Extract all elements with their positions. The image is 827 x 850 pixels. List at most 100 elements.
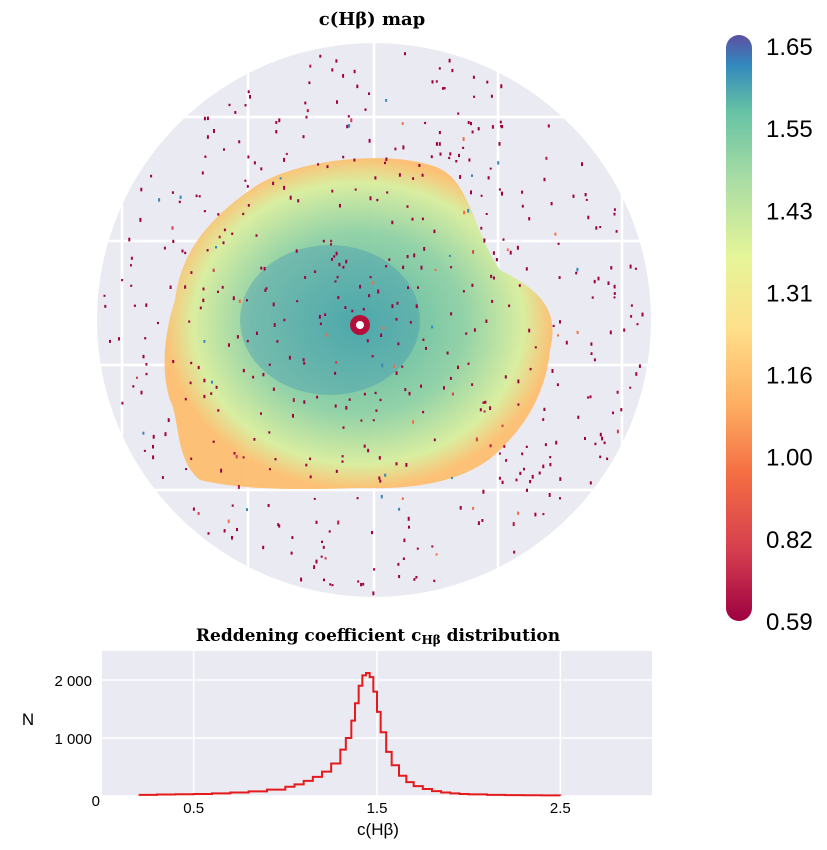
noise-pixel xyxy=(335,251,338,256)
noise-pixel xyxy=(404,52,406,56)
noise-pixel xyxy=(130,284,133,287)
noise-pixel xyxy=(300,577,303,582)
noise-pixel xyxy=(392,364,395,369)
noise-pixel xyxy=(415,304,418,309)
noise-pixel xyxy=(354,188,357,191)
noise-pixel xyxy=(501,424,504,428)
noise-pixel xyxy=(210,392,213,395)
noise-pixel xyxy=(465,332,468,335)
noise-pixel xyxy=(386,191,389,194)
noise-pixel xyxy=(331,68,334,72)
noise-pixel xyxy=(246,508,248,511)
noise-pixel xyxy=(335,59,338,63)
noise-pixel xyxy=(499,120,502,124)
noise-pixel xyxy=(473,328,476,332)
noise-pixel xyxy=(472,75,475,79)
noise-pixel xyxy=(401,497,404,500)
noise-pixel xyxy=(450,266,453,269)
noise-pixel xyxy=(231,536,233,540)
noise-pixel xyxy=(228,343,230,347)
noise-pixel xyxy=(576,330,579,334)
noise-pixel xyxy=(401,122,404,125)
hist-axes: 0.5 1.5 2.5 0 1 000 2 000 xyxy=(54,673,570,817)
noise-pixel xyxy=(406,255,409,259)
noise-pixel xyxy=(265,287,268,290)
noise-pixel xyxy=(502,238,505,241)
noise-pixel xyxy=(424,121,427,125)
noise-pixel xyxy=(291,536,294,539)
noise-pixel xyxy=(506,248,509,252)
noise-pixel xyxy=(356,497,359,500)
noise-pixel xyxy=(292,413,294,418)
noise-pixel xyxy=(197,512,200,515)
noise-pixel xyxy=(140,187,143,192)
noise-pixel xyxy=(142,431,145,435)
noise-pixel xyxy=(179,195,182,199)
noise-pixel xyxy=(485,319,488,323)
noise-pixel xyxy=(136,376,138,379)
noise-pixel xyxy=(302,135,305,139)
noise-pixel xyxy=(217,409,220,412)
noise-pixel xyxy=(324,313,327,316)
noise-pixel xyxy=(435,142,438,146)
noise-pixel xyxy=(203,340,206,343)
noise-pixel xyxy=(190,457,193,460)
noise-pixel xyxy=(599,226,602,229)
noise-pixel xyxy=(202,287,205,291)
noise-pixel xyxy=(167,418,170,422)
noise-pixel xyxy=(192,507,195,511)
noise-pixel xyxy=(529,367,532,371)
noise-pixel xyxy=(188,320,191,323)
noise-pixel xyxy=(104,304,107,308)
noise-pixel xyxy=(401,365,404,368)
noise-pixel xyxy=(458,153,460,158)
noise-pixel xyxy=(308,81,311,85)
noise-pixel xyxy=(490,94,493,98)
noise-pixel xyxy=(411,217,414,221)
noise-pixel xyxy=(585,198,588,201)
noise-pixel xyxy=(559,477,562,481)
noise-pixel xyxy=(247,204,250,207)
noise-pixel xyxy=(283,318,286,322)
noise-pixel xyxy=(404,388,407,392)
noise-pixel xyxy=(450,477,453,480)
hist-xtick-label: 0.5 xyxy=(183,800,204,817)
noise-pixel xyxy=(375,409,378,412)
noise-pixel xyxy=(374,176,377,180)
noise-pixel xyxy=(630,315,633,318)
noise-pixel xyxy=(581,162,583,166)
noise-pixel xyxy=(594,442,597,446)
noise-pixel xyxy=(542,418,545,421)
noise-pixel xyxy=(542,464,545,469)
noise-pixel xyxy=(559,320,561,324)
noise-pixel xyxy=(545,156,548,160)
hist-xtick-label: 1.5 xyxy=(367,800,388,817)
noise-pixel xyxy=(575,271,578,275)
noise-pixel xyxy=(304,276,307,279)
noise-pixel xyxy=(268,363,271,366)
noise-pixel xyxy=(246,339,249,343)
noise-pixel xyxy=(152,455,155,460)
noise-pixel xyxy=(324,557,327,560)
noise-pixel xyxy=(517,511,520,515)
noise-pixel xyxy=(246,299,248,302)
noise-pixel xyxy=(613,292,616,295)
noise-pixel xyxy=(577,415,580,419)
noise-pixel xyxy=(201,171,204,175)
noise-pixel xyxy=(344,306,347,309)
colorbar-tick-label: 1.16 xyxy=(766,363,813,390)
noise-pixel xyxy=(471,283,474,287)
noise-pixel xyxy=(534,346,537,349)
noise-pixel xyxy=(593,279,596,284)
noise-pixel xyxy=(388,258,391,261)
noise-pixel xyxy=(439,152,442,156)
noise-pixel xyxy=(305,463,308,467)
noise-pixel xyxy=(551,369,554,373)
noise-pixel xyxy=(591,296,594,299)
noise-pixel xyxy=(509,250,512,255)
noise-pixel xyxy=(331,584,334,587)
noise-pixel xyxy=(491,299,494,303)
noise-pixel xyxy=(320,555,323,558)
noise-pixel xyxy=(519,471,522,475)
noise-pixel xyxy=(615,230,618,233)
